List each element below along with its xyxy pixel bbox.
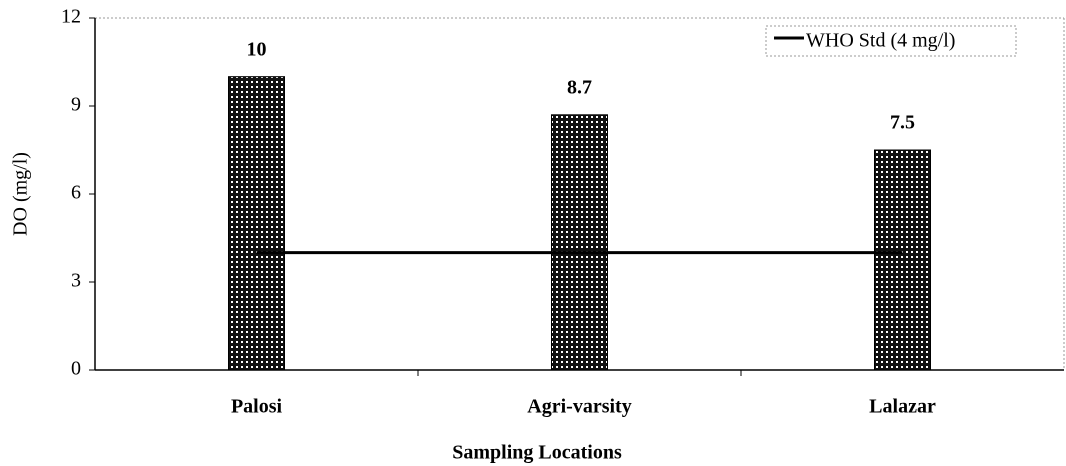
y-tick-label: 9 [71,94,81,116]
bar [551,114,608,371]
data-label: 10 [247,38,267,60]
y-axis-label: DO (mg/l) [10,152,32,236]
y-tick-label: 12 [61,6,81,28]
data-label: 8.7 [567,76,592,98]
legend-box [765,25,1017,57]
x-tick-label: Lalazar [869,396,936,418]
y-tick-label: 0 [71,358,81,380]
legend-label: WHO Std (4 mg/l) [806,30,955,52]
x-tick-label: Palosi [231,396,283,418]
data-label: 7.5 [890,112,915,134]
bar [228,76,285,371]
x-tick-label: Agri-varsity [527,396,631,418]
x-axis-label: Sampling Locations [452,442,622,464]
y-tick-label: 6 [71,182,81,204]
bar [874,149,931,371]
y-tick-label: 3 [71,270,81,292]
